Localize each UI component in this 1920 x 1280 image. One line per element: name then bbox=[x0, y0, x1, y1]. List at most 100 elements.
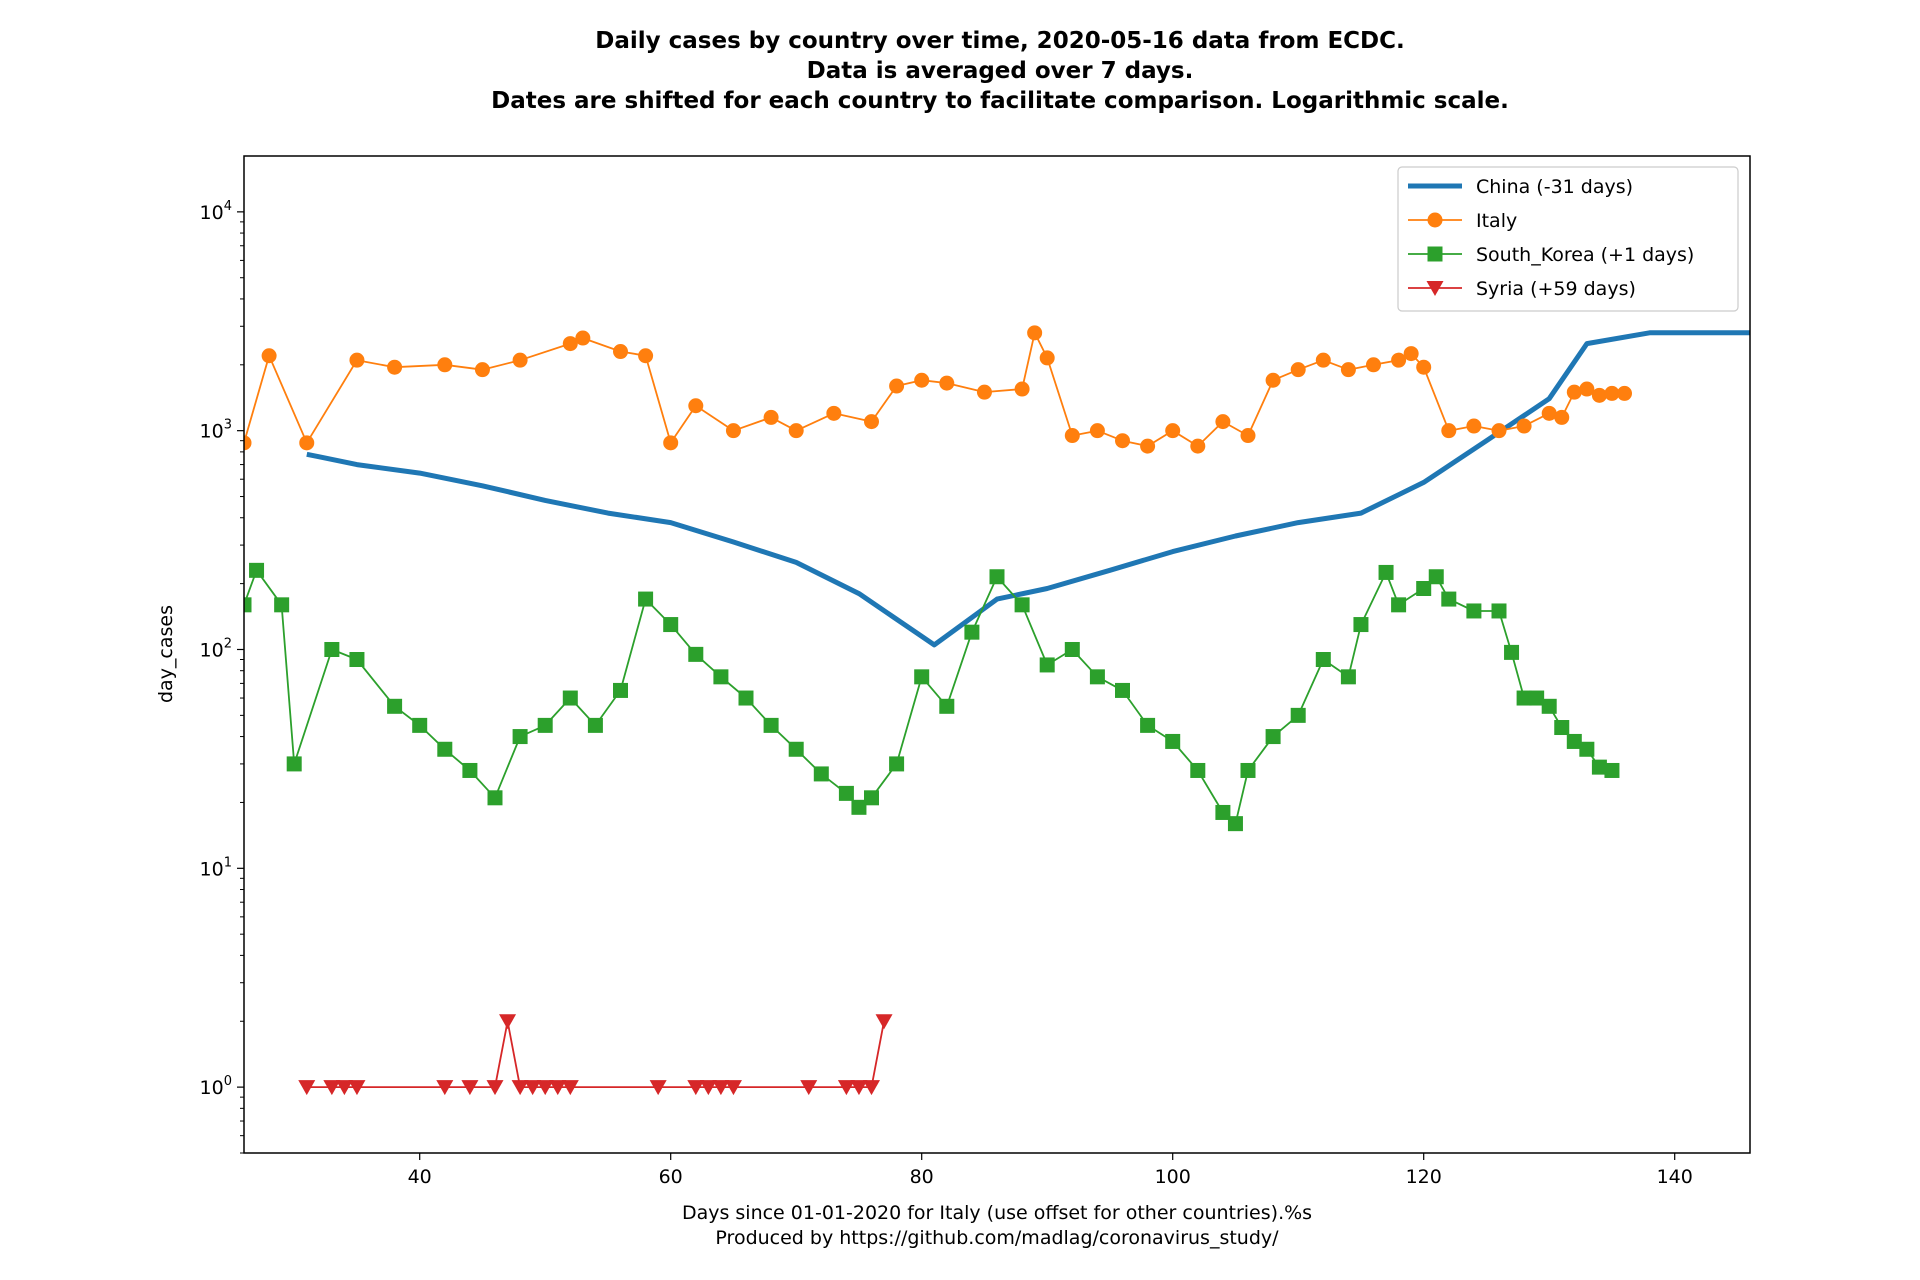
series-layer bbox=[244, 325, 1750, 1096]
legend-label: Syria (+59 days) bbox=[1476, 278, 1636, 300]
data-point bbox=[349, 652, 365, 668]
data-point bbox=[763, 717, 779, 733]
data-point bbox=[1441, 591, 1457, 607]
data-point bbox=[486, 1080, 504, 1096]
data-point bbox=[512, 729, 528, 745]
data-point bbox=[725, 423, 741, 439]
data-point bbox=[1491, 603, 1507, 619]
data-point bbox=[724, 1080, 742, 1096]
x-axis-label-line-1: Days since 01-01-2020 for Italy (use off… bbox=[682, 1202, 1312, 1224]
legend-marker bbox=[1427, 212, 1443, 228]
data-point bbox=[638, 348, 654, 364]
data-point bbox=[1566, 384, 1582, 400]
data-point bbox=[1554, 409, 1570, 425]
data-point bbox=[1240, 762, 1256, 778]
data-point bbox=[613, 682, 628, 698]
data-point bbox=[1115, 433, 1130, 449]
y-axis-label: day_cases bbox=[155, 605, 177, 703]
y-tick-label: 103 bbox=[200, 418, 232, 443]
x-axis: 40 60 80 100 120 140 bbox=[408, 1153, 1693, 1188]
data-point bbox=[914, 372, 930, 388]
data-point bbox=[1140, 717, 1156, 733]
data-point bbox=[1541, 698, 1557, 714]
data-point bbox=[524, 1080, 542, 1096]
data-point bbox=[713, 669, 729, 685]
data-point bbox=[562, 336, 578, 352]
data-point bbox=[864, 414, 879, 430]
data-point bbox=[838, 785, 854, 801]
data-point bbox=[1504, 644, 1520, 660]
data-point bbox=[1039, 350, 1055, 366]
data-point bbox=[1529, 690, 1545, 706]
data-point bbox=[1227, 816, 1243, 832]
data-point bbox=[649, 1080, 667, 1096]
data-point bbox=[864, 790, 879, 806]
data-point bbox=[788, 423, 804, 439]
data-point bbox=[688, 646, 704, 662]
data-point bbox=[1265, 372, 1281, 388]
data-point bbox=[1290, 362, 1306, 378]
series-china bbox=[306, 330, 1750, 648]
data-point bbox=[412, 717, 428, 733]
legend-item: Syria (+59 days) bbox=[1408, 278, 1636, 300]
data-point bbox=[964, 624, 980, 640]
data-point bbox=[1391, 597, 1407, 613]
title-line-2: Data is averaged over 7 days. bbox=[807, 58, 1194, 84]
data-point bbox=[1466, 418, 1482, 434]
legend-item: South_Korea (+1 days) bbox=[1408, 244, 1694, 266]
data-point bbox=[249, 562, 265, 578]
legend: China (-31 days) Italy South_Korea (+1 day… bbox=[1397, 166, 1739, 312]
data-point bbox=[1265, 729, 1281, 745]
data-point bbox=[688, 398, 704, 414]
data-point bbox=[1064, 428, 1080, 444]
data-point bbox=[575, 330, 591, 346]
data-point bbox=[1416, 580, 1432, 596]
legend-label: Italy bbox=[1476, 210, 1517, 232]
data-point bbox=[837, 1080, 855, 1096]
data-point bbox=[1591, 759, 1607, 775]
x-axis-label-line-2: Produced by https://github.com/madlag/co… bbox=[715, 1227, 1279, 1249]
y-tick-label: 102 bbox=[200, 636, 232, 661]
data-point bbox=[851, 799, 867, 815]
data-point bbox=[989, 569, 1005, 585]
data-point bbox=[663, 435, 679, 451]
data-point bbox=[738, 690, 754, 706]
data-point bbox=[826, 405, 842, 421]
data-point bbox=[875, 1014, 893, 1030]
data-point bbox=[1378, 564, 1394, 580]
data-point bbox=[298, 1080, 316, 1096]
data-point bbox=[1566, 733, 1582, 749]
data-point bbox=[1340, 669, 1356, 685]
series-line bbox=[244, 569, 1613, 825]
y-axis: 100 101 102 103 104 bbox=[200, 199, 244, 1154]
data-point bbox=[863, 1080, 880, 1096]
data-point bbox=[1190, 438, 1206, 454]
data-point bbox=[1340, 362, 1356, 378]
data-point bbox=[437, 741, 453, 757]
data-point bbox=[1604, 385, 1620, 401]
data-point bbox=[939, 698, 955, 714]
legend-label: South_Korea (+1 days) bbox=[1476, 244, 1694, 266]
data-point bbox=[474, 362, 490, 378]
data-point bbox=[1366, 357, 1381, 373]
data-point bbox=[939, 375, 955, 391]
legend-item: China (-31 days) bbox=[1408, 176, 1633, 198]
data-point bbox=[487, 790, 503, 806]
data-point bbox=[1014, 381, 1030, 397]
data-point bbox=[1579, 381, 1595, 397]
series-syria bbox=[298, 1014, 893, 1096]
data-point bbox=[976, 384, 992, 400]
data-point bbox=[1027, 325, 1043, 341]
data-point bbox=[850, 1080, 868, 1096]
series-south-korea bbox=[244, 562, 1620, 832]
data-point bbox=[699, 1080, 717, 1096]
data-point bbox=[1315, 352, 1331, 368]
data-point bbox=[638, 591, 654, 607]
data-point bbox=[299, 435, 315, 451]
x-tick-label: 120 bbox=[1406, 1166, 1442, 1188]
x-axis-label: Days since 01-01-2020 for Italy (use off… bbox=[682, 1202, 1312, 1249]
legend-marker bbox=[1426, 281, 1444, 296]
data-point bbox=[499, 1014, 517, 1030]
data-point bbox=[244, 435, 252, 451]
data-point bbox=[889, 756, 905, 772]
